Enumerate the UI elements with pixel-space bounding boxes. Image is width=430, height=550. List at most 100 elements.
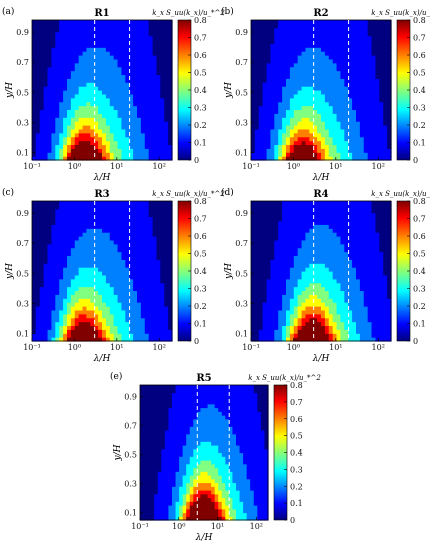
field-cell [140,329,146,334]
field-cell [129,144,134,149]
field-cell [105,144,111,149]
field-cell [98,113,103,118]
field-cell [344,31,349,37]
field-cell [278,263,283,268]
field-cell [278,82,283,87]
field-cell [94,224,99,229]
field-cell [32,82,37,87]
field-cell [348,74,353,79]
field-cell [67,27,72,33]
field-cell [168,243,173,249]
field-cell [352,239,357,245]
field-cell [121,97,126,103]
field-cell [321,121,326,126]
field-cell [39,239,45,245]
field-cell [328,286,334,292]
field-cell [324,259,330,264]
field-cell [254,140,260,146]
field-cell [125,117,130,122]
field-cell [328,333,334,338]
field-cell [47,290,53,295]
field-cell [274,306,279,311]
field-cell [109,128,115,134]
field-cell [160,144,165,149]
field-cell [125,224,130,229]
field-cell [340,136,345,142]
field-cell [168,55,173,60]
field-cell [348,117,353,122]
field-cell [356,97,361,103]
field-cell [160,201,165,206]
field-cell [78,82,84,87]
field-cell [359,156,365,161]
field-cell [356,78,361,83]
field-cell [387,55,392,60]
field-cell [86,239,91,245]
field-cell [109,325,115,330]
field-cell [387,43,392,48]
field-cell [39,152,45,157]
field-cell [113,274,119,280]
field-cell [375,113,380,118]
field-cell [305,267,310,272]
field-cell [160,302,165,307]
field-cell [51,86,56,91]
field-cell [356,70,361,76]
field-cell [137,325,142,330]
field-cell [266,90,272,95]
field-cell [94,309,99,315]
field-cell [59,271,64,276]
field-cell [160,93,165,99]
field-cell [328,204,334,210]
field-cell [313,113,318,118]
field-cell [47,232,53,237]
y-tick-label: 0.1 [16,329,29,338]
field-cell [82,306,88,311]
field-cell [262,267,268,272]
y-tick-label: 0.1 [235,148,248,157]
field-cell [152,140,158,146]
field-cell [309,286,314,292]
field-cell [379,62,384,68]
field-cell [55,109,60,114]
field-cell [375,31,380,37]
field-cell [32,66,37,72]
field-cell [78,152,84,157]
field-cell [251,255,256,260]
field-cell [125,144,130,149]
field-cell [94,23,99,29]
field-cell [297,236,303,241]
field-cell [317,290,322,295]
field-cell [55,140,60,146]
field-cell [121,274,126,280]
field-cell [262,302,268,307]
field-cell [94,35,99,41]
field-cell [340,204,345,210]
field-cell [309,31,314,37]
field-cell [67,62,72,68]
field-cell [144,286,150,292]
field-cell [78,62,84,68]
field-cell [379,140,384,146]
field-cell [47,101,53,107]
field-cell [164,113,169,118]
field-cell [324,43,330,48]
field-cell [32,325,37,330]
field-cell [125,271,130,276]
field-cell [67,309,72,315]
field-cell [113,128,119,134]
field-cell [317,136,322,142]
field-cell [133,325,138,330]
field-cell [332,58,338,64]
field-cell [78,294,84,299]
field-cell [43,47,49,52]
field-cell [117,35,123,41]
field-cell [367,35,373,41]
field-cell [270,39,275,44]
field-cell [332,74,338,79]
field-cell [375,23,380,29]
field-cell [55,333,60,338]
field-cell [301,58,307,64]
field-cell [70,306,76,311]
field-cell [55,247,60,253]
